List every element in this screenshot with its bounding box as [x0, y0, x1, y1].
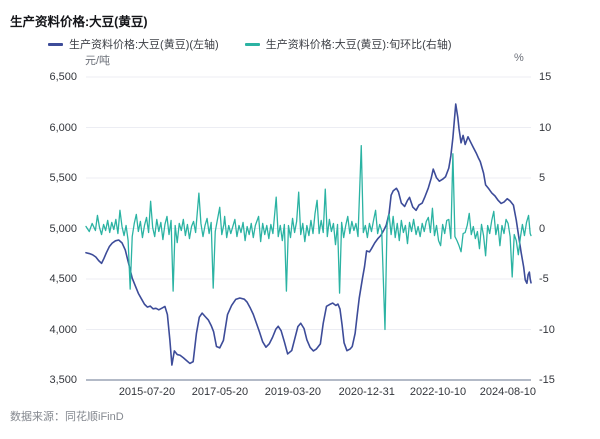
legend-item-price[interactable]: 生产资料价格:大豆(黄豆)(左轴) [48, 36, 219, 52]
right-axis-tick-label: -10 [539, 323, 555, 336]
right-axis-tick-label: 5 [539, 172, 546, 184]
x-axis-tick-label: 2020-12-31 [338, 386, 395, 398]
price-series-line [86, 104, 531, 365]
left-axis-tick-label: 5,500 [49, 172, 77, 184]
left-axis-tick-label: 4,000 [49, 323, 77, 336]
right-axis-tick-label: 15 [539, 71, 552, 83]
chart-title: 生产资料价格:大豆(黄豆) [10, 15, 148, 29]
x-axis-tick-label: 2017-05-20 [191, 386, 249, 398]
legend-label-mom: 生产资料价格:大豆(黄豆):旬环比(右轴) [265, 39, 452, 51]
plot-area [86, 77, 531, 380]
left-axis-unit: 元/吨 [85, 55, 111, 67]
right-axis-unit: % [514, 52, 524, 64]
right-axis-tick-label: -15 [539, 374, 555, 386]
right-axis-tick-label: -5 [539, 273, 549, 285]
legend-item-mom[interactable]: 生产资料价格:大豆(黄豆):旬环比(右轴) [244, 36, 452, 52]
left-axis-tick-label: 6,000 [49, 121, 77, 134]
right-axis-tick-label: 0 [539, 222, 546, 235]
data-source: 数据来源：同花顺iFinD [10, 411, 124, 423]
legend-label-price: 生产资料价格:大豆(黄豆)(左轴) [69, 39, 219, 51]
x-axis-tick-label: 2022-10-10 [409, 386, 467, 398]
x-axis-tick-label: 2015-07-20 [118, 386, 176, 398]
right-axis-tick-label: 10 [539, 121, 552, 134]
left-axis-tick-label: 4,500 [49, 273, 77, 285]
line-swatch-icon [48, 42, 63, 46]
line-swatch-icon [244, 42, 260, 46]
price-mom-line-chart [86, 77, 531, 380]
x-axis-tick-label: 2024-08-10 [479, 386, 536, 398]
left-axis-tick-label: 5,000 [49, 222, 77, 235]
left-axis-tick-label: 3,500 [49, 374, 77, 386]
left-axis-tick-label: 6,500 [49, 71, 77, 83]
x-axis-tick-label: 2019-03-20 [264, 386, 322, 398]
legend: 生产资料价格:大豆(黄豆)(左轴) 生产资料价格:大豆(黄豆):旬环比(右轴) [48, 36, 451, 52]
mom-series-line [86, 146, 531, 330]
